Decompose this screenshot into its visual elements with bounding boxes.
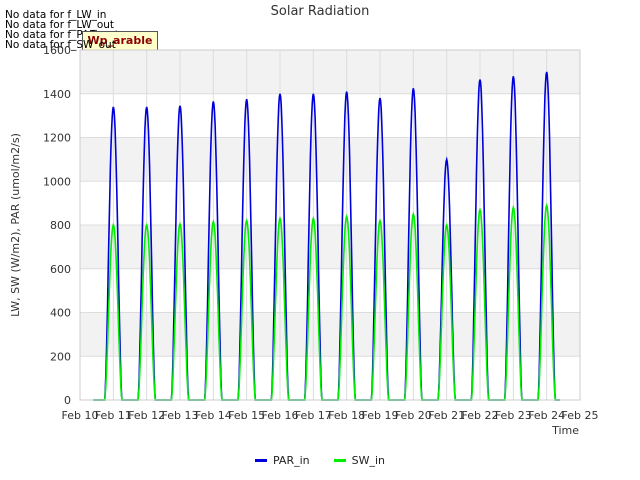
x-tick-label: Feb 16 [262,409,299,422]
y-axis-label: LW, SW (W/m2), PAR (umol/m2/s) [9,133,22,317]
y-tick-label: 1600 [43,44,71,57]
y-tick-label: 1000 [43,175,71,188]
site-badge: Wp_arable [82,31,158,51]
x-tick-label: Feb 10 [62,409,99,422]
sw-in-swatch [333,459,346,462]
y-tick-label: 0 [64,394,71,407]
background-band [80,312,580,357]
x-tick-label: Feb 17 [295,409,332,422]
legend: PAR_in SW_in [0,454,640,467]
x-tick-label: Feb 12 [128,409,165,422]
y-tick-label: 800 [50,219,71,232]
background-band [80,225,580,269]
no-data-note: No data for f_LW_out [5,19,115,31]
x-tick-label: Feb 11 [95,409,132,422]
y-tick-label: 1200 [43,132,71,145]
x-tick-label: Feb 19 [362,409,399,422]
par-in-swatch [254,459,267,462]
x-tick-label: Feb 18 [328,409,365,422]
x-tick-label: Feb 20 [395,409,432,422]
legend-label-par-in: PAR_in [272,454,310,467]
x-tick-label: Feb 14 [195,409,232,422]
y-tick-label: 400 [50,307,71,320]
y-tick-label: 1400 [43,88,71,101]
y-tick-label: 200 [50,350,71,363]
x-tick-label: Feb 22 [462,409,499,422]
legend-item-sw-in: SW_in [333,454,386,467]
x-tick-label: Feb 15 [228,409,265,422]
y-tick-label: 600 [50,263,71,276]
x-tick-label: Feb 13 [162,409,199,422]
x-tick-label: Feb 24 [528,409,565,422]
legend-item-par-in: PAR_in [254,454,310,467]
background-band [80,50,580,94]
no-data-note: No data for f_SW_out [5,39,116,51]
chart-title: Solar Radiation [270,4,370,19]
x-tick-label: Feb 25 [562,409,599,422]
legend-label-sw-in: SW_in [351,454,386,467]
plot-frame [79,49,581,401]
no-data-note: No data for f_LW_in [5,9,107,21]
background-band [80,137,580,182]
x-axis-label: Time [551,424,579,437]
x-tick-label: Feb 21 [428,409,465,422]
x-tick-label: Feb 23 [495,409,532,422]
